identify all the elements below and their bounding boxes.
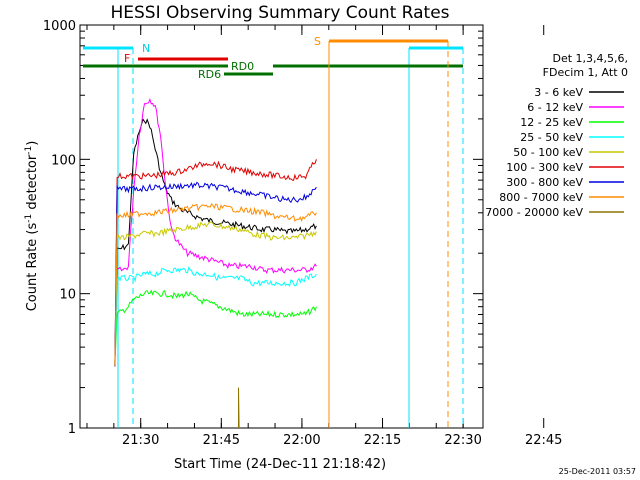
series-line: [114, 181, 317, 367]
legend-entry-label: 12 - 25 keV: [520, 116, 583, 129]
series-line: [114, 266, 317, 363]
legend-header-1: Det 1,3,4,5,6,: [552, 52, 628, 65]
legend-entry-label: 7000 - 20000 keV: [485, 206, 583, 219]
n-segment-label: N: [142, 42, 150, 55]
f-segment-label: F: [124, 52, 130, 65]
status-markers: N F RD0 RD6 S: [83, 35, 464, 428]
series-line: [114, 221, 317, 364]
legend-entry-label: 100 - 300 keV: [506, 161, 583, 174]
legend-header-2: FDecim 1, Att 0: [543, 66, 628, 79]
s-segment-label: S: [314, 35, 321, 48]
x-tick-label: 21:45: [203, 433, 240, 448]
series-line: [114, 289, 317, 367]
y-axis: 1 10 100 1000: [43, 19, 483, 437]
legend-entry-label: 25 - 50 keV: [520, 131, 583, 144]
y-tick-label: 10: [59, 288, 76, 303]
rd0-label: RD0: [231, 60, 254, 73]
x-tick-label: 22:30: [444, 433, 481, 448]
series-line: [114, 159, 317, 367]
x-tick-label: 22:00: [283, 433, 320, 448]
legend-entry-label: 3 - 6 keV: [534, 86, 583, 99]
legend-entry-label: 800 - 7000 keV: [499, 191, 583, 204]
generation-stamp: 25-Dec-2011 03:57: [559, 467, 636, 476]
legend-entry-label: 300 - 800 keV: [506, 176, 583, 189]
series-lines: [114, 98, 317, 429]
x-axis-label: Start Time (24-Dec-11 21:18:42): [174, 457, 386, 472]
series-line: [114, 118, 317, 364]
y-tick-label: 100: [51, 153, 76, 168]
y-axis-label: Count Rate (s-1 detector-1): [24, 141, 40, 312]
chart-title: HESSI Observing Summary Count Rates: [110, 3, 449, 23]
x-tick-label: 21:30: [122, 433, 159, 448]
legend-entry-label: 6 - 12 keV: [527, 101, 583, 114]
series-line: [114, 98, 317, 362]
plot-frame: [79, 24, 484, 429]
x-tick-label: 22:45: [525, 433, 562, 448]
series-line: [238, 387, 240, 429]
x-axis: 21:30 21:45 22:00 22:15 22:30 22:45: [86, 25, 562, 448]
legend: Det 1,3,4,5,6, FDecim 1, Att 0 3 - 6 keV…: [485, 52, 628, 219]
series-line: [114, 202, 317, 366]
x-tick-label: 22:15: [364, 433, 401, 448]
legend-entry-label: 50 - 100 keV: [513, 146, 583, 159]
y-tick-label: 1000: [43, 19, 76, 34]
y-tick-label: 1: [68, 422, 76, 437]
rd6-label: RD6: [198, 68, 221, 81]
